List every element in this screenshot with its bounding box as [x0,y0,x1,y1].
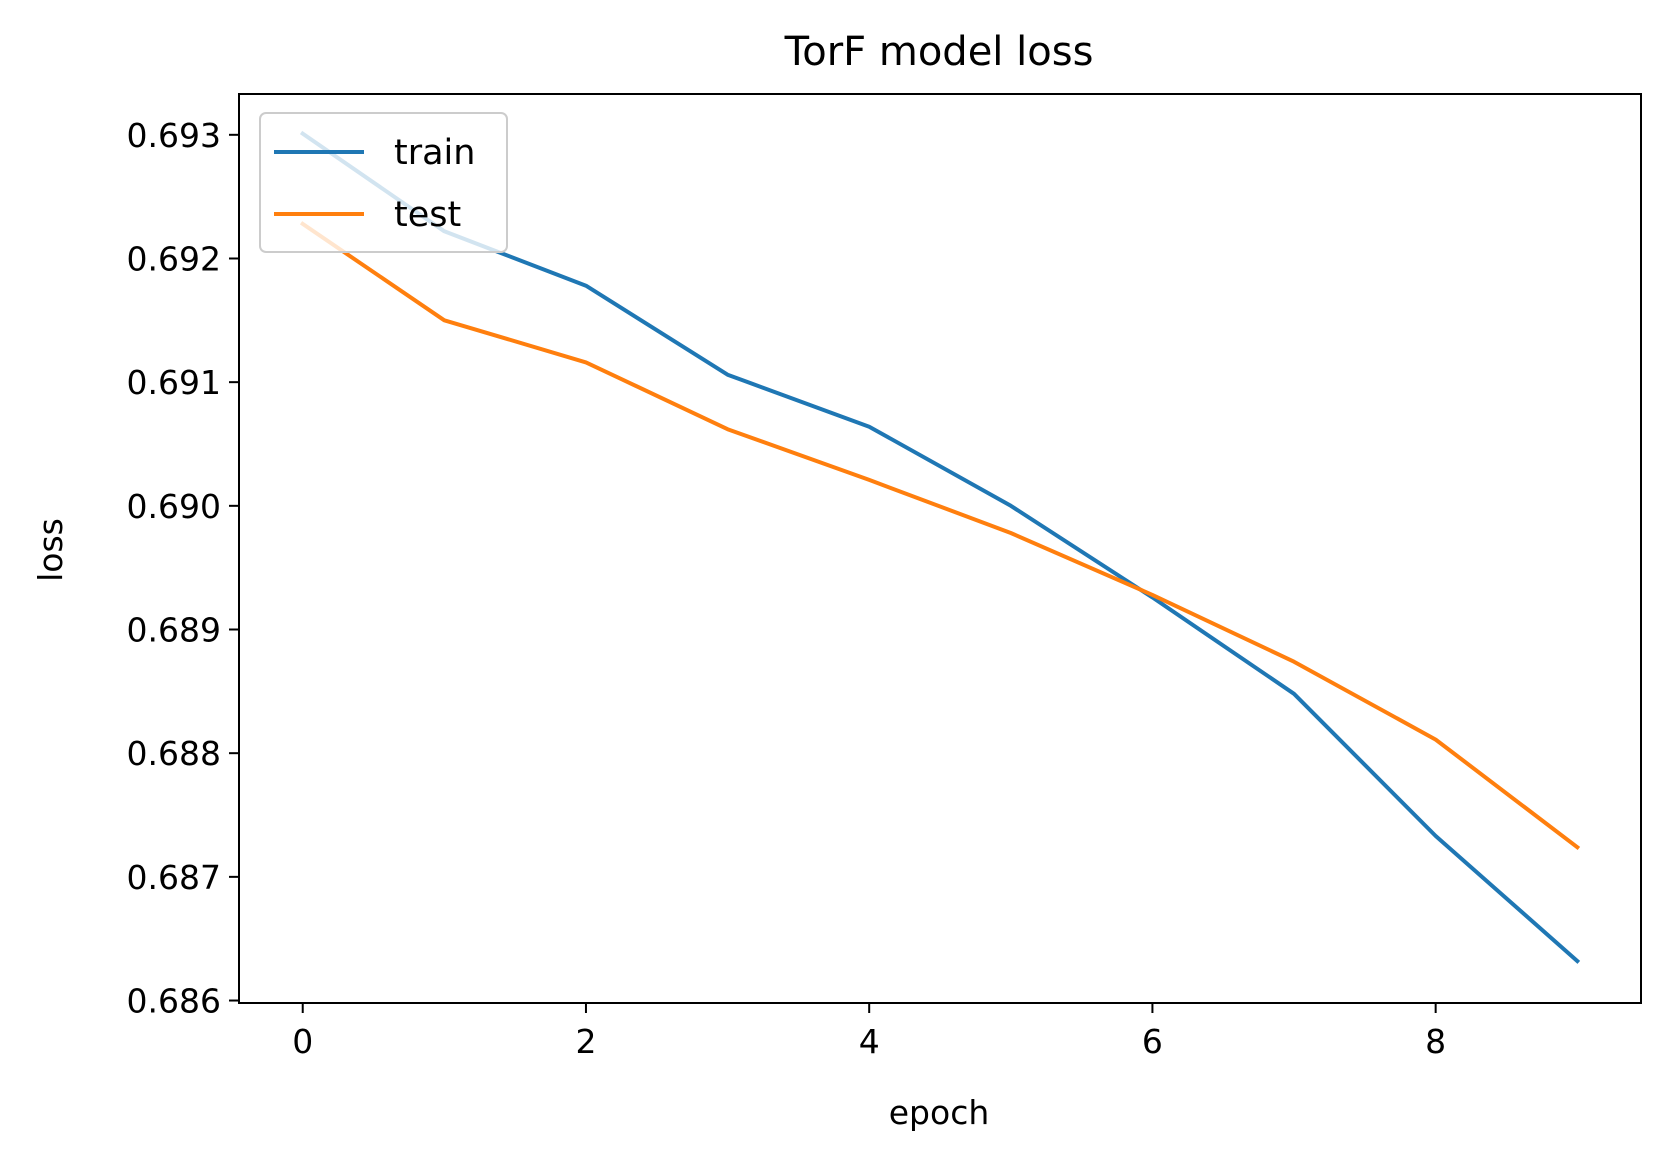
y-tick-label: 0.687 [127,858,221,897]
series-line-test [299,221,1581,851]
legend-label-train: train [394,133,475,173]
y-tick-label: 0.691 [127,363,221,402]
axes-frame [238,93,1642,1004]
y-tick-label: 0.692 [127,239,221,278]
y-tick-label: 0.693 [127,116,221,155]
y-tick-label: 0.686 [127,982,221,1021]
y-axis-label: loss [31,518,70,582]
y-axis-ticks: 0.686 0.687 0.688 0.689 0.690 0.691 0.692 0.693 [127,116,239,1021]
x-tick-label: 6 [1142,1022,1163,1061]
x-axis-ticks: 0 2 4 6 8 [292,1003,1446,1061]
x-tick-label: 2 [575,1022,596,1061]
legend: train test [259,112,508,253]
x-tick-label: 8 [1425,1022,1446,1061]
x-tick-label: 4 [859,1022,880,1061]
legend-items: train test [274,133,475,235]
y-tick-label: 0.688 [127,734,221,773]
chart-title: TorF model loss [784,29,1094,75]
legend-box [259,112,508,253]
y-tick-label: 0.689 [127,611,221,650]
x-axis-label: epoch [889,1093,990,1132]
legend-label-test: test [394,195,461,235]
series-line-train [299,130,1581,964]
y-tick-label: 0.690 [127,487,221,526]
series-layer [299,130,1581,964]
x-tick-label: 0 [292,1022,313,1061]
